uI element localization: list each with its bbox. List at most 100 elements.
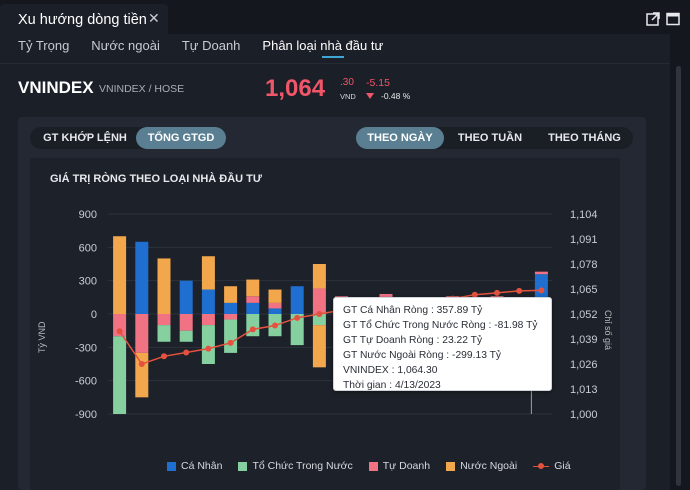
legend-label: Cá Nhân	[181, 460, 223, 472]
chart-legend: Cá Nhân Tổ Chức Trong Nước Tự Doanh Nước…	[167, 460, 571, 472]
y2-tick-label: 1,000	[570, 409, 598, 421]
tooltip-line: GT Tự Doanh Ròng : 23.22 Tỷ	[343, 335, 483, 346]
bar-segment	[201, 314, 215, 326]
toggle-gt-khop-lenh[interactable]: GT KHỚP LỆNH	[43, 132, 127, 144]
index-unit: VND	[340, 92, 356, 101]
bar-segment	[135, 352, 149, 398]
index-price-decimal: .30	[340, 77, 354, 88]
bar-segment	[201, 325, 215, 364]
bar-segment	[246, 302, 260, 314]
legend-item-to-chuc[interactable]: Tổ Chức Trong Nước	[238, 460, 353, 472]
price-point	[538, 287, 545, 294]
legend-swatch	[446, 461, 456, 471]
tooltip-line: GT Cá Nhân Ròng : 357.89 Tỷ	[343, 305, 483, 316]
bar-segment	[290, 314, 304, 346]
bar-segment	[268, 289, 282, 303]
popout-icon[interactable]	[646, 12, 660, 26]
chart-area: GIÁ TRỊ RÒNG THEO LOẠI NHÀ ĐẦU TƯ Tỷ VND…	[30, 158, 620, 490]
price-point	[205, 345, 212, 352]
toggle-tong-gtgd[interactable]: TỔNG GTGD	[136, 127, 226, 149]
bar-segment	[534, 271, 548, 275]
down-arrow-icon	[366, 93, 374, 99]
bar-segment	[268, 302, 282, 309]
chart-tooltip: GT Cá Nhân Ròng : 357.89 Tỷ GT Tổ Chức T…	[333, 297, 552, 391]
y-tick-label: 300	[79, 276, 97, 288]
legend-swatch	[167, 461, 176, 471]
legend-label: Tổ Chức Trong Nước	[252, 460, 353, 472]
bar-segment	[201, 289, 215, 314]
y-tick-label: -300	[75, 342, 97, 354]
legend-item-ca-nhan[interactable]: Cá Nhân	[167, 460, 222, 472]
bar-segment	[224, 319, 238, 353]
bar-segment	[312, 288, 326, 314]
y-tick-label: 0	[91, 309, 97, 321]
y-tick-label: -600	[75, 376, 97, 388]
window-controls	[646, 12, 680, 26]
y2-tick-label: 1,039	[570, 334, 598, 346]
price-point	[272, 322, 278, 329]
bar-segment	[179, 330, 193, 342]
y2-tick-label: 1,013	[570, 384, 598, 396]
close-icon[interactable]: ✕	[148, 10, 160, 26]
window-title: Xu hướng dòng tiền	[18, 12, 147, 28]
price-point	[294, 314, 301, 321]
bar-segment	[224, 286, 238, 303]
toggle-theo-tuan[interactable]: THEO TUẦN	[457, 132, 523, 144]
bar-segment	[157, 314, 171, 326]
index-price: 1,064	[265, 75, 326, 102]
value-toggle: GT KHỚP LỆNH TỔNG GTGD	[30, 127, 226, 149]
price-line	[118, 289, 542, 365]
price-point	[494, 289, 500, 296]
price-point	[161, 353, 167, 360]
bar-segment	[312, 325, 326, 368]
bar-segment	[379, 294, 393, 300]
bar-segment	[135, 314, 149, 353]
legend-label: Tự Doanh	[382, 460, 431, 472]
tooltip-line: GT Nước Ngoài Ròng : -299.13 Tỷ	[343, 350, 502, 361]
index-exchange: VNINDEX / HOSE	[99, 83, 185, 95]
tab-tu-doanh[interactable]: Tự Doanh	[181, 38, 241, 53]
bar-segment	[268, 308, 282, 314]
y2-tick-label: 1,104	[570, 209, 598, 221]
scrollbar-thumb[interactable]	[676, 66, 681, 486]
main-panel: Tỷ Trọng Nước ngoài Tự Doanh Phân loại n…	[0, 34, 670, 490]
legend-item-gia[interactable]: Giá	[533, 460, 571, 472]
y2-tick-label: 1,078	[570, 259, 598, 271]
legend-line-swatch	[533, 462, 550, 471]
window-tab[interactable]: Xu hướng dòng tiền ✕	[0, 4, 168, 34]
maximize-icon[interactable]	[666, 12, 680, 26]
price-point	[471, 291, 478, 298]
toggle-theo-ngay[interactable]: THEO NGÀY	[356, 127, 444, 149]
price-point	[138, 361, 145, 367]
bar-segment	[224, 302, 238, 314]
subtab-bar: Tỷ Trọng Nước ngoài Tự Doanh Phân loại n…	[18, 36, 405, 62]
toggle-theo-thang[interactable]: THEO THÁNG	[548, 132, 621, 144]
y-tick-label: 600	[79, 242, 97, 254]
legend-swatch	[238, 461, 248, 471]
price-point	[116, 328, 123, 335]
bar-segment	[246, 296, 260, 303]
scrollbar[interactable]	[670, 34, 690, 490]
price-point	[249, 326, 256, 333]
price-point	[316, 311, 323, 317]
bar-segment	[246, 279, 260, 297]
tab-nuoc-ngoai[interactable]: Nước ngoài	[91, 38, 160, 53]
bar-segment	[113, 236, 127, 314]
legend-item-nuoc-ngoai[interactable]: Nước Ngoài	[446, 460, 517, 472]
legend-item-tu-doanh[interactable]: Tự Doanh	[368, 460, 431, 472]
y2-tick-label: 1,026	[570, 359, 598, 371]
tooltip-line: VNINDEX : 1,064.30	[343, 365, 438, 376]
chart-title: GIÁ TRỊ RÒNG THEO LOẠI NHÀ ĐẦU TƯ	[50, 173, 263, 185]
bar-segment	[157, 258, 171, 314]
bar-segment	[224, 314, 238, 320]
tab-ty-trong[interactable]: Tỷ Trọng	[18, 38, 70, 53]
index-name: VNINDEX	[18, 78, 94, 97]
legend-label: Nước Ngoài	[460, 460, 518, 472]
legend-label: Giá	[554, 460, 571, 472]
index-change-pct: -0.48 %	[381, 91, 411, 101]
legend-swatch	[368, 461, 378, 471]
tab-phan-loai[interactable]: Phân loại nhà đầu tư	[262, 36, 383, 62]
title-bar: Xu hướng dòng tiền ✕	[0, 0, 690, 34]
y-tick-label: 900	[79, 209, 97, 221]
y2-tick-label: 1,052	[570, 309, 598, 321]
